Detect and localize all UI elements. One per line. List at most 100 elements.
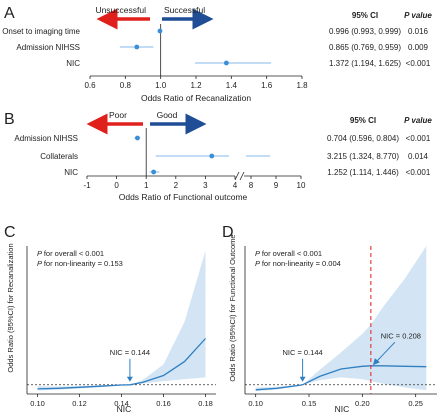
panel-d-threshold-arrowhead — [299, 376, 306, 382]
panel-d-letter: D — [222, 224, 234, 241]
panel-a-row-label: Admission NIHSS — [16, 43, 80, 52]
panel-a: A Unsuccessful Successful 95% CI P value… — [2, 5, 432, 103]
panel-c-p-overall: P for overall < 0.001 — [37, 249, 104, 258]
panel-b-dir-left: Poor — [109, 110, 127, 120]
panel-d-ylabel: Odds Ratio (95%CI) for Functional Outcom… — [228, 234, 237, 381]
panel-a-plot: 0.6 0.8 1.0 1.2 1.4 1.6 1.8 Onset to imaging ti… — [2, 24, 431, 90]
panel-b-ci-text: 3.215 (1.324, 8.770) — [327, 152, 399, 161]
panel-d-threshold2-arrow — [374, 341, 396, 364]
panel-a-point — [157, 28, 163, 34]
panel-c-p-nonlin: P for non-linearity = 0.153 — [37, 259, 123, 268]
panel-b-p-text: 0.014 — [408, 152, 429, 161]
panel-c: C 0.10 0.12 0.14 0.16 0.18 P for overall < 0.… — [4, 224, 216, 414]
panel-d-x-tick-label: 0.10 — [248, 399, 263, 408]
panel-b-header-ci: 95% CI — [350, 116, 376, 125]
panel-d-ci-band — [255, 246, 427, 392]
panel-d-threshold-label: NIC = 0.144 — [282, 348, 322, 357]
panel-c-x-tick-label: 0.10 — [30, 399, 45, 408]
panel-b-point — [209, 153, 215, 159]
panel-a-p-text: <0.001 — [406, 59, 431, 68]
panel-b-letter: B — [4, 111, 15, 128]
p-symbol: P — [255, 249, 262, 258]
panel-b-row-label: Collaterals — [40, 152, 78, 161]
panel-a-dir-right: Successful — [164, 5, 205, 15]
panel-a-row-label: Onset to imaging time — [2, 27, 80, 36]
panel-a-x-tick-label: 1.4 — [226, 81, 238, 90]
panel-d-x-tick-label: 0.20 — [355, 399, 370, 408]
panel-d-p-overall-text: for overall < 0.001 — [262, 249, 322, 258]
panel-b-row-label: NIC — [64, 168, 78, 177]
p-symbol: P — [255, 259, 262, 268]
panel-c-ylabel: Odds Ratio (95%CI) for Recanalization — [6, 243, 15, 372]
panel-c-p-nonlin-text: for non-linearity = 0.153 — [44, 259, 123, 268]
panel-d: D 0.10 0.15 0.20 0.25 P for overall < 0.001P… — [222, 224, 437, 414]
panel-a-x-tick-label: 1.8 — [296, 81, 308, 90]
panel-b-axis-break — [234, 171, 240, 181]
panel-d-p-nonlin: P for non-linearity = 0.004 — [255, 259, 341, 268]
panel-b-point — [151, 169, 157, 175]
panel-b-p-text: <0.001 — [406, 134, 431, 143]
panel-b: B Poor Good 95% CI P value -1 0 1 2 3 4 8 9 10 Ad… — [4, 110, 432, 202]
panel-a-header-p: P value — [404, 11, 432, 20]
p-symbol: P — [37, 249, 44, 258]
panel-a-row-label: NIC — [66, 59, 80, 68]
panel-a-point — [134, 44, 140, 50]
panel-b-x-tick-label: 9 — [274, 181, 279, 190]
panel-b-ci-text: 0.704 (0.596, 0.804) — [327, 134, 399, 143]
panel-c-p-overall-text: for overall < 0.001 — [44, 249, 104, 258]
panel-d-x-tick-label: 0.25 — [408, 399, 423, 408]
panel-b-x-tick-label: 2 — [174, 181, 179, 190]
panel-c-ci-band — [37, 250, 206, 391]
panel-d-x-tick-label: 0.15 — [302, 399, 317, 408]
panel-a-xlabel: Odds Ratio of Recanalization — [141, 93, 251, 103]
panel-b-x-tick-label: 0 — [114, 181, 119, 190]
panel-c-x-tick-label: 0.14 — [114, 399, 129, 408]
panel-c-x-tick-label: 0.16 — [156, 399, 171, 408]
panel-b-x-tick-label: 3 — [203, 181, 208, 190]
panel-b-x-tick-label: 4 — [233, 181, 238, 190]
panel-b-ci-text: 1.252 (1.114, 1.446) — [327, 168, 399, 177]
panel-a-point — [223, 60, 229, 66]
panel-c-threshold-arrowhead — [126, 376, 133, 382]
panel-d-curve — [255, 365, 427, 391]
panel-a-ci-text: 1.372 (1.194, 1.625) — [329, 59, 401, 68]
panel-d-xlabel: NIC — [335, 404, 350, 414]
panel-a-x-tick-label: 0.8 — [120, 81, 132, 90]
panel-a-header-ci: 95% CI — [352, 11, 378, 20]
panel-b-x-tick-label: -1 — [83, 181, 91, 190]
panel-c-threshold-label: NIC = 0.144 — [110, 348, 150, 357]
panel-b-axis-break — [239, 171, 245, 181]
panel-a-p-text: 0.009 — [408, 43, 429, 52]
panel-b-row-label: Admission NIHSS — [14, 134, 78, 143]
panel-a-letter: A — [4, 5, 15, 22]
panel-d-threshold2-label: NIC = 0.208 — [381, 331, 421, 340]
panel-b-p-text: <0.001 — [406, 168, 431, 177]
panel-b-x-tick-label: 1 — [144, 181, 149, 190]
panel-a-x-tick-label: 1.0 — [155, 81, 167, 90]
panel-a-x-tick-label: 1.2 — [190, 81, 202, 90]
p-symbol: P — [37, 259, 44, 268]
panel-a-x-tick-label: 0.6 — [84, 81, 96, 90]
panel-a-x-tick-label: 1.6 — [261, 81, 273, 90]
panel-b-dir-right: Good — [157, 110, 178, 120]
panel-b-x-tick-label: 8 — [249, 181, 254, 190]
panel-d-p-overall: P for overall < 0.001 — [255, 249, 322, 258]
panel-d-threshold2-arrowhead — [372, 358, 380, 366]
panel-a-ci-text: 0.996 (0.993, 0.999) — [329, 27, 401, 36]
panel-a-ci-text: 0.865 (0.769, 0.959) — [329, 43, 401, 52]
panel-c-letter: C — [4, 224, 16, 241]
panel-d-p-nonlin-text: for non-linearity = 0.004 — [262, 259, 341, 268]
panel-c-plot: 0.10 0.12 0.14 0.16 0.18 P for overall < 0.00… — [26, 246, 216, 408]
panel-c-x-tick-label: 0.18 — [198, 399, 213, 408]
panel-b-point — [135, 135, 140, 141]
panel-b-header-p: P value — [404, 116, 432, 125]
panel-c-curve — [37, 338, 206, 390]
panel-b-xlabel: Odds Ratio of Functional outcome — [119, 192, 248, 202]
panel-a-p-text: 0.016 — [408, 27, 429, 36]
panel-a-dir-left: Unsuccessful — [95, 5, 146, 15]
panel-c-xlabel: NIC — [117, 404, 132, 414]
panel-c-x-tick-label: 0.12 — [72, 399, 87, 408]
panel-b-plot: -1 0 1 2 3 4 8 9 10 Admission NIHSS 0.704 (0.596, … — [14, 128, 431, 190]
